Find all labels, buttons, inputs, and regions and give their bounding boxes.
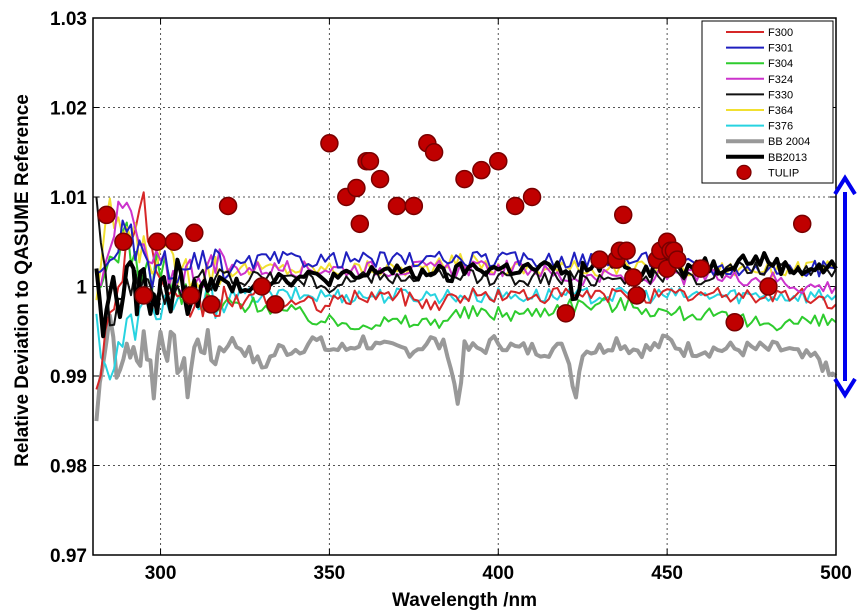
tulip-point (185, 223, 204, 243)
plot-frame (92, 17, 837, 556)
tulip-point (455, 169, 474, 189)
tulip-point (218, 196, 238, 216)
tulip-point (370, 169, 390, 189)
x-tick-label: 400 (482, 563, 514, 584)
legend-label: F330 (768, 89, 793, 101)
tulip-point (522, 187, 542, 207)
tulip-point (347, 178, 366, 198)
tulip-point (691, 259, 711, 278)
y-axis-label: Relative Deviation to QASUME Reference (12, 94, 33, 467)
tulip-point (114, 232, 133, 251)
tulip-point (472, 160, 491, 180)
series-line-f300 (95, 191, 837, 390)
legend-label: F300 (768, 27, 793, 39)
tulip-point (252, 277, 272, 296)
legend-label: TULIP (768, 167, 799, 179)
tick-labels: 300 350 400 450 500 0.97 0.98 0.99 1 1.01 1.02 1.03 (50, 9, 852, 584)
tulip-point (759, 277, 778, 296)
legend-label: F324 (768, 74, 793, 86)
tulip-point (556, 304, 576, 323)
tulip-point (320, 134, 339, 153)
y-tick-label: 1 (76, 278, 87, 299)
series-layer (94, 191, 838, 422)
arrow-head-up (833, 174, 857, 196)
x-axis-label: Wavelength /nm (392, 590, 537, 611)
tulip-point (164, 232, 184, 251)
tulip-point (725, 313, 744, 332)
legend-label: F304 (768, 58, 793, 70)
x-tick-label: 500 (820, 563, 852, 584)
series-line-f301 (95, 219, 837, 289)
tulip-point (505, 196, 525, 216)
tulip-point (350, 214, 370, 234)
tulip-point (134, 286, 153, 305)
series-line-f324 (95, 200, 837, 295)
tulip-point (201, 295, 221, 314)
tulip-point (147, 232, 167, 251)
tulip-point (613, 205, 633, 225)
y-tick-label: 1.03 (50, 9, 87, 30)
tulip-point (360, 151, 380, 171)
tulip-point (387, 196, 407, 216)
tulip-point (266, 295, 285, 314)
tulip-point (617, 241, 636, 260)
legend: F300 F301 F304 F324 F330 F364 F376 BB 2004 BB201… (701, 20, 834, 184)
tulip-point (627, 286, 646, 305)
y-tick-label: 1.01 (50, 188, 87, 209)
range-arrow (833, 174, 857, 399)
tulip-point (97, 205, 116, 225)
tulip-point (181, 286, 201, 305)
tulip-point (424, 143, 444, 162)
x-tick-label: 300 (145, 563, 177, 584)
y-tick-label: 1.02 (50, 99, 87, 120)
legend-box (701, 20, 834, 184)
arrow-head-down (833, 377, 857, 399)
tulip-point (590, 250, 609, 269)
y-tick-label: 0.97 (50, 546, 87, 567)
legend-marker-tulip (736, 164, 752, 180)
tulip-point (624, 268, 643, 287)
tulip-point (404, 196, 424, 216)
legend-label: F364 (768, 105, 793, 117)
legend-label: BB2013 (768, 152, 807, 164)
tulip-point (489, 151, 508, 171)
x-tick-label: 350 (314, 563, 346, 584)
legend-label: BB 2004 (768, 136, 810, 148)
y-tick-label: 0.99 (50, 367, 87, 388)
legend-label: F301 (768, 43, 793, 55)
tulip-point (792, 214, 812, 234)
legend-label: F376 (768, 121, 793, 133)
series-line-bb-2004 (94, 313, 838, 422)
tulip-point (668, 250, 687, 269)
x-tick-label: 450 (651, 563, 683, 584)
y-tick-label: 0.98 (50, 457, 87, 478)
tulip-points (97, 134, 812, 332)
